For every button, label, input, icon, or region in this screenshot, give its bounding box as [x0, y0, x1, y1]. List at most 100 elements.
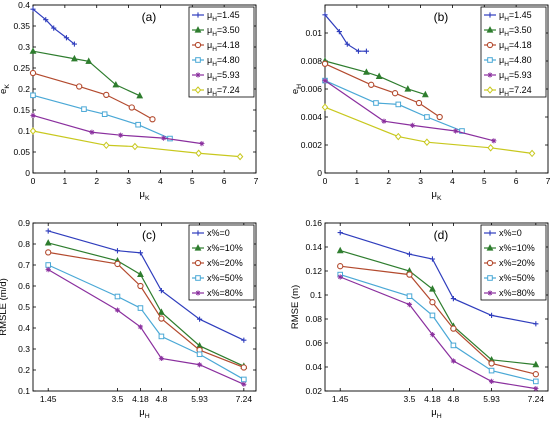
y-tick-label: 0.1 [18, 386, 30, 396]
data-point [533, 321, 539, 327]
series-line [45, 249, 247, 371]
legend-entry: μH=5.93 [499, 70, 532, 83]
x-tick-label: 7 [546, 176, 550, 186]
y-axis-label-group: eK [0, 84, 11, 94]
legend-entry: μH=3.50 [499, 25, 532, 38]
x-axis-label: μK [431, 189, 441, 202]
data-point [118, 132, 124, 138]
legend-marker [487, 290, 493, 296]
data-point [533, 378, 539, 385]
x-tick-label: 1.45 [332, 394, 349, 404]
data-point [137, 305, 144, 311]
panel-b: 0 1 2 3 4 5 6 7 0 0.002 0.004 0.006 0.008 0.01 μK eH (b)… [290, 4, 550, 202]
legend: x%=0 x%=10% x%=20% x%=50% x%=80% [188, 224, 255, 301]
y-axis-label-group: eH [290, 84, 303, 94]
data-point [368, 81, 375, 88]
y-tick-label: 0.15 [13, 105, 30, 115]
data-point [137, 282, 144, 290]
series-line [337, 263, 539, 378]
x-tick-label: 3 [418, 176, 423, 186]
data-point [533, 386, 539, 392]
y-tick-label: 0.4 [18, 0, 30, 10]
data-point [89, 129, 95, 135]
series-line [337, 230, 539, 327]
y-tick-label: 0.004 [301, 112, 323, 122]
x-tick-label: 5 [482, 176, 487, 186]
y-tick-label: 0.4 [18, 323, 30, 333]
x-tick-label: 1.45 [40, 394, 57, 404]
y-tick-label: 0.12 [305, 266, 322, 276]
data-point [344, 41, 350, 47]
data-point [436, 113, 443, 121]
data-point [101, 111, 108, 118]
data-point [196, 316, 203, 322]
data-point [322, 12, 328, 18]
series-polyline [340, 265, 536, 375]
data-point [136, 91, 144, 99]
panel-a: 0 1 2 3 4 5 6 7 0 0.05 0.1 0.15 0.2 0.25 0.3 0.35 0.4 μK e… [0, 0, 259, 202]
x-tick-label: 6 [514, 176, 519, 186]
x-tick-label: 7.24 [528, 394, 545, 404]
series-polyline [32, 72, 153, 120]
y-axis-label: eK [0, 84, 11, 94]
data-point [29, 69, 37, 77]
data-point [29, 47, 37, 54]
data-point [423, 138, 431, 146]
x-tick-label: 2 [386, 176, 391, 186]
y-tick-label: 0.2 [18, 365, 30, 375]
data-point [322, 78, 328, 84]
data-point [355, 48, 362, 54]
legend-entry: μH=3.50 [207, 25, 240, 38]
data-point [30, 112, 36, 119]
y-tick-label: 0.1 [18, 126, 30, 136]
data-point [337, 230, 343, 236]
legend-entry: x%=50% [499, 273, 535, 283]
data-point [29, 127, 37, 135]
plot-frame [324, 222, 549, 392]
legend-marker [487, 275, 493, 281]
data-point [114, 307, 121, 313]
data-point [137, 250, 144, 256]
data-point [453, 128, 459, 134]
legend-marker [194, 259, 202, 267]
data-point [421, 90, 429, 98]
legend-entry: μH=4.18 [207, 40, 240, 53]
legend-marker [194, 86, 202, 94]
legend-entry: μH=7.24 [207, 85, 240, 98]
data-point [336, 29, 342, 35]
series-line [30, 6, 78, 47]
data-point [528, 149, 536, 158]
y-axis-label: RMSE (m) [290, 285, 301, 329]
data-point [131, 142, 139, 151]
data-point [429, 312, 436, 319]
data-point [459, 128, 465, 134]
data-point [161, 135, 167, 141]
data-point [30, 6, 36, 12]
data-point [241, 337, 247, 343]
y-tick-label: 0.2 [18, 84, 30, 94]
y-tick-label: 0.16 [305, 218, 322, 228]
x-axis-label: μK [139, 189, 149, 202]
data-point [128, 104, 135, 111]
legend-marker [486, 244, 494, 251]
x-tick-label: 5.93 [191, 394, 208, 404]
data-point [450, 296, 456, 302]
legend-entry: x%=0 [499, 228, 522, 238]
data-point [114, 248, 121, 254]
x-tick-label: 3.5 [404, 394, 416, 404]
x-tick-label: 3.5 [112, 394, 124, 404]
y-axis-label-group: RMSE (m) [290, 285, 301, 329]
legend-marker [486, 259, 494, 267]
data-point [381, 118, 387, 124]
data-point [375, 72, 383, 79]
series-line [30, 112, 205, 147]
series-polyline [324, 63, 441, 118]
legend-entry: x%=20% [207, 258, 243, 268]
series-line [322, 77, 465, 134]
x-axis-label: μH [139, 407, 149, 420]
data-point [114, 260, 121, 268]
legend-marker [486, 86, 494, 94]
legend-marker [195, 57, 201, 63]
legend-box [480, 6, 547, 98]
y-tick-label: 0.35 [13, 21, 30, 31]
